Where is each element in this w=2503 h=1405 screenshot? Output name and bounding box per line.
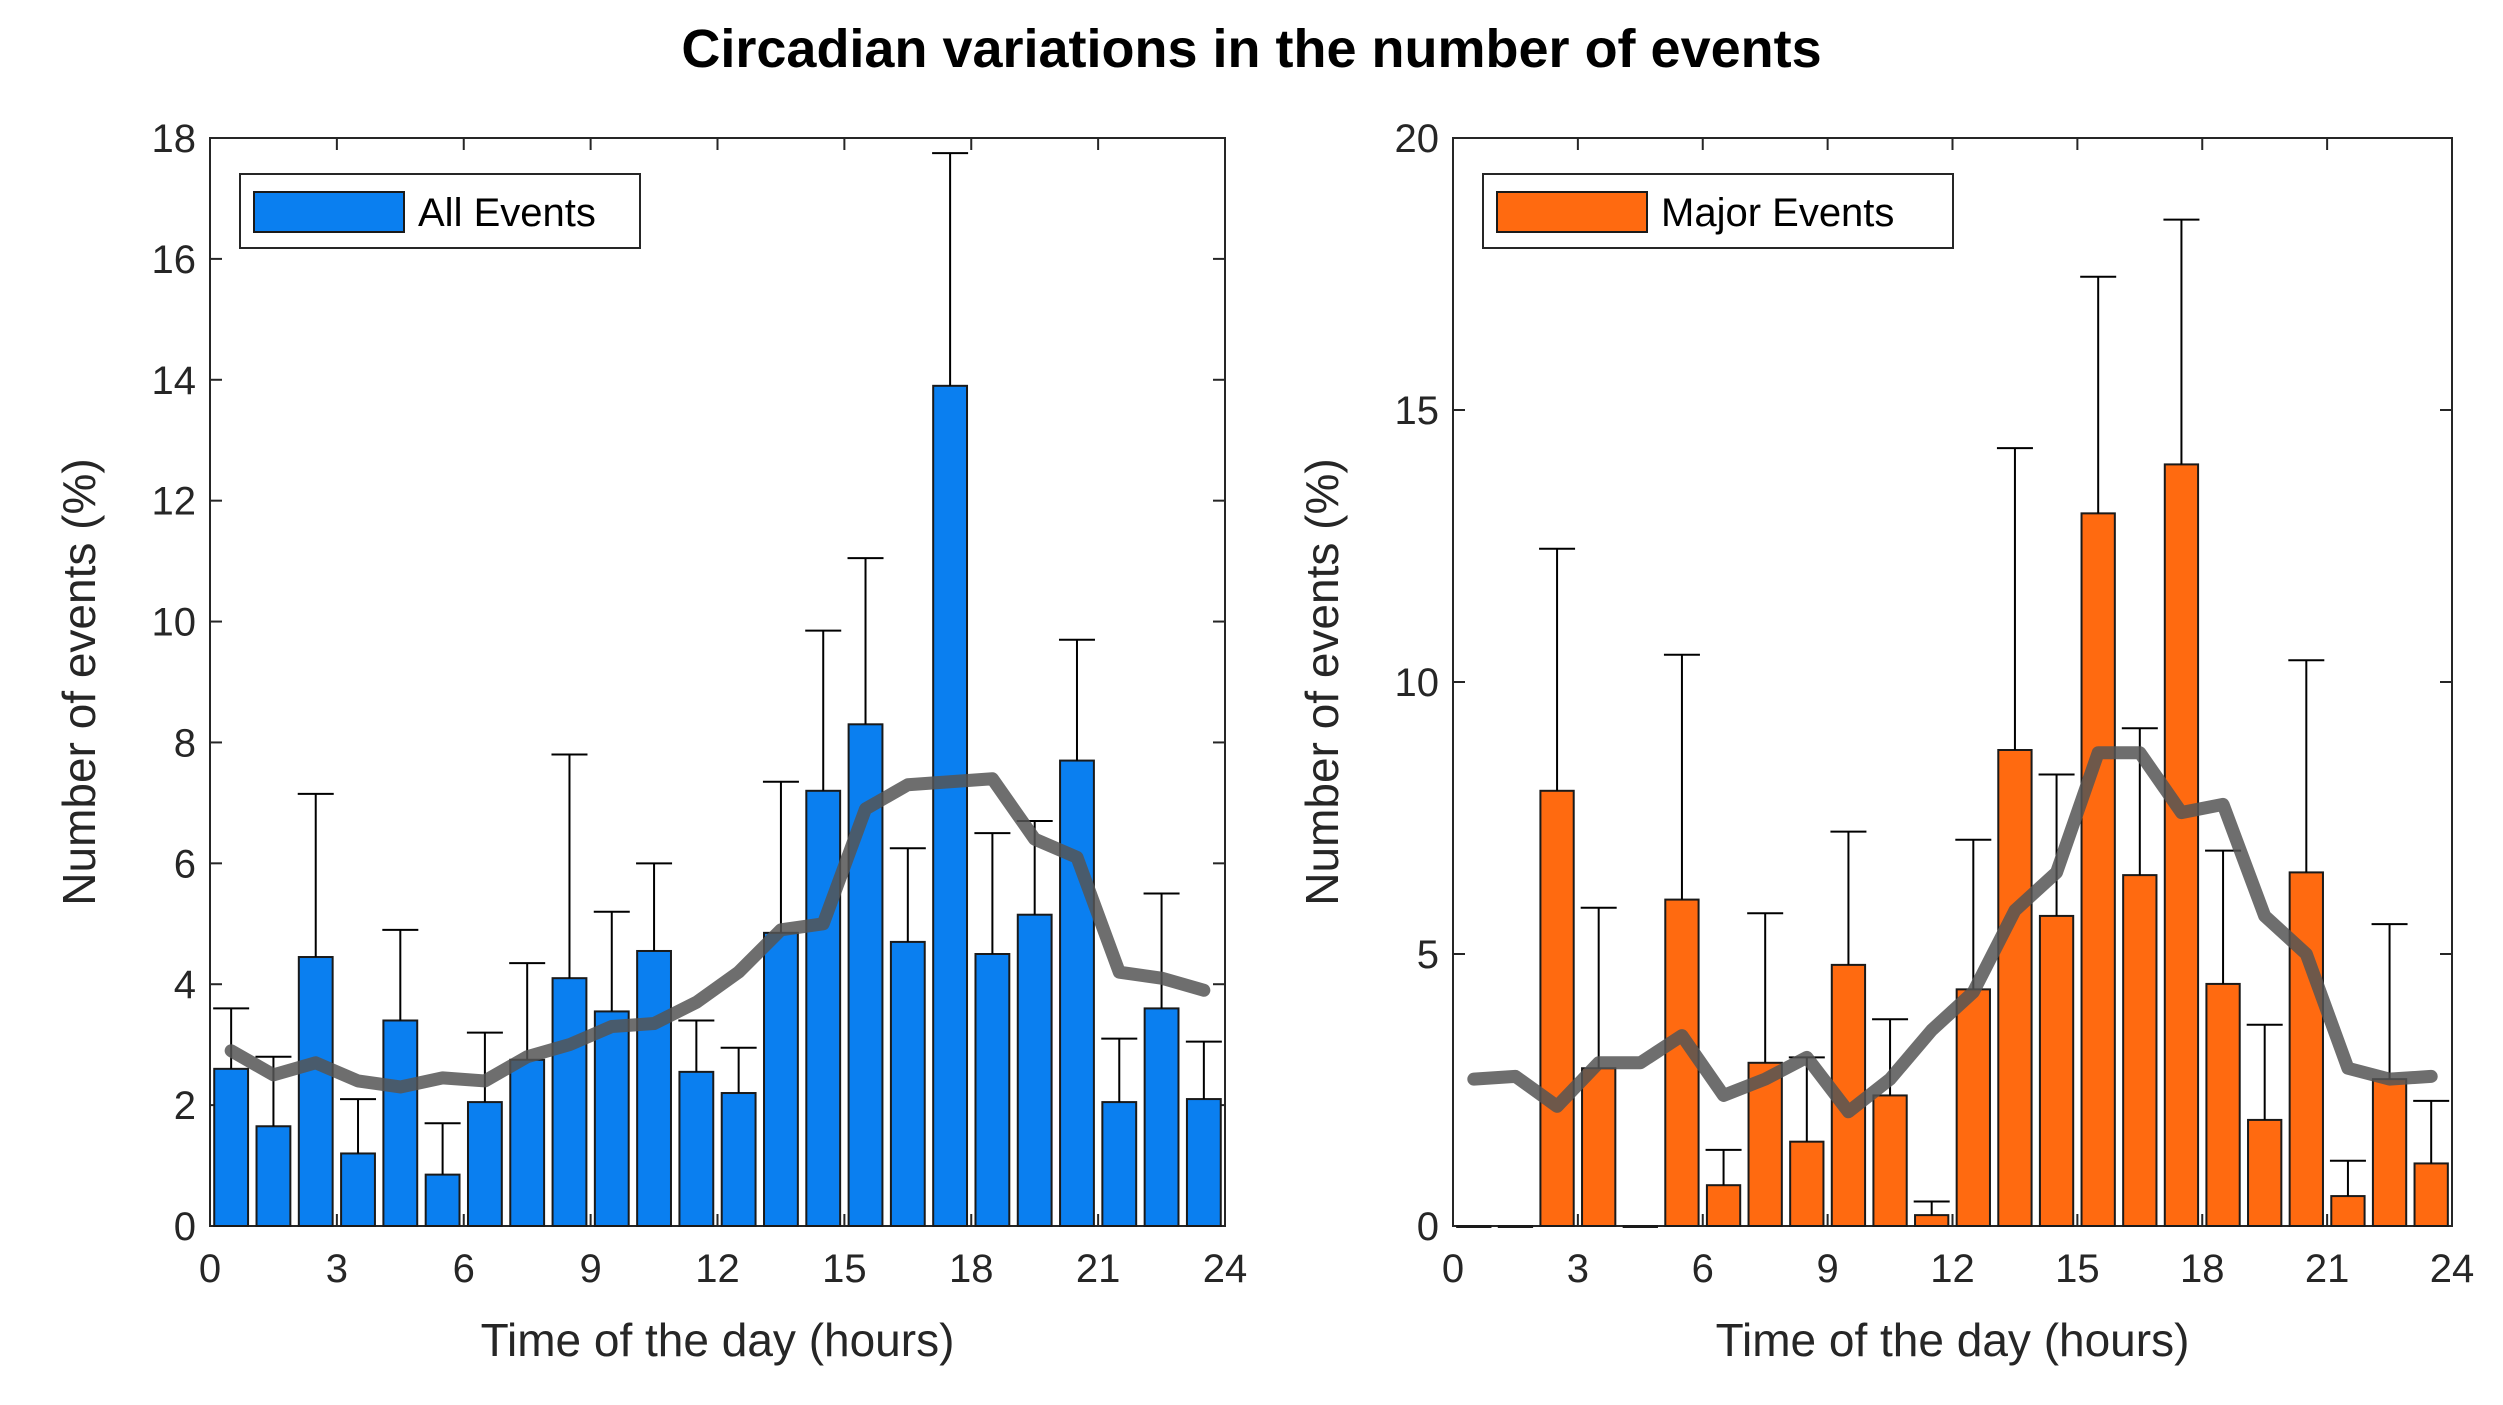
bar bbox=[1456, 1225, 1492, 1228]
bar bbox=[551, 977, 588, 1228]
y-tick-label: 18 bbox=[152, 117, 197, 161]
trend-line bbox=[224, 772, 1211, 1094]
y-tick-label: 14 bbox=[152, 359, 197, 403]
bar bbox=[2122, 874, 2158, 1227]
x-tick-label: 21 bbox=[1076, 1247, 1121, 1291]
bar bbox=[424, 1173, 461, 1227]
y-tick-label: 5 bbox=[1417, 933, 1439, 977]
trend-line bbox=[1467, 746, 2438, 1119]
bar bbox=[2288, 871, 2324, 1228]
y-tick-label: 6 bbox=[174, 842, 196, 886]
bar bbox=[2413, 1162, 2449, 1227]
x-axis-label: Time of the day (hours) bbox=[481, 1314, 955, 1366]
x-tick-label: 12 bbox=[1930, 1247, 1975, 1291]
x-tick-label: 0 bbox=[199, 1247, 221, 1291]
x-tick-label: 15 bbox=[2055, 1247, 2100, 1291]
bar bbox=[1789, 1140, 1825, 1228]
bar bbox=[2205, 982, 2241, 1227]
y-tick-label: 8 bbox=[174, 721, 196, 765]
bar bbox=[255, 1125, 292, 1228]
legend-swatch bbox=[1496, 191, 1648, 233]
bar bbox=[1622, 1225, 1658, 1228]
y-tick-label: 20 bbox=[1395, 117, 1440, 161]
x-tick-label: 12 bbox=[695, 1247, 740, 1291]
panel-major-events: 0 5 10 15 20 0 3 6 9 12 15 18 21 24 Time of the day (h… bbox=[1296, 117, 2474, 1366]
y-tick-label: 0 bbox=[174, 1205, 196, 1249]
x-tick-label: 24 bbox=[2430, 1247, 2475, 1291]
legend-swatch bbox=[253, 191, 405, 233]
x-tick-label: 6 bbox=[453, 1247, 475, 1291]
x-tick-label: 24 bbox=[1203, 1247, 1248, 1291]
y-tick-label: 10 bbox=[1395, 661, 1440, 705]
bar bbox=[340, 1152, 376, 1228]
y-axis-label: Number of events (%) bbox=[1296, 458, 1348, 905]
bar bbox=[1185, 1098, 1222, 1227]
bar bbox=[2247, 1118, 2283, 1228]
bar bbox=[2371, 1078, 2408, 1227]
x-tick-label: 9 bbox=[580, 1247, 602, 1291]
y-tick-label: 2 bbox=[174, 1084, 196, 1128]
bar bbox=[2080, 512, 2116, 1227]
bar bbox=[678, 1070, 715, 1228]
legend-label: All Events bbox=[418, 191, 596, 235]
bar bbox=[509, 1058, 546, 1228]
bar bbox=[1497, 1225, 1534, 1228]
bar bbox=[1016, 913, 1053, 1227]
x-tick-label: 21 bbox=[2305, 1247, 2350, 1291]
y-tick-label: 15 bbox=[1395, 389, 1440, 433]
bar bbox=[720, 1092, 757, 1227]
y-tick-label: 10 bbox=[152, 601, 197, 645]
bar bbox=[974, 953, 1011, 1227]
bar bbox=[2330, 1195, 2366, 1227]
x-tick-label: 0 bbox=[1442, 1247, 1464, 1291]
bar bbox=[1101, 1101, 1138, 1227]
y-tick-label: 0 bbox=[1417, 1205, 1439, 1249]
x-tick-label: 18 bbox=[2180, 1247, 2225, 1291]
x-tick-label: 18 bbox=[949, 1247, 994, 1291]
bar bbox=[889, 940, 926, 1228]
y-tick-label: 16 bbox=[152, 238, 197, 282]
x-tick-label: 3 bbox=[1567, 1247, 1589, 1291]
y-tick-label: 4 bbox=[174, 963, 196, 1007]
bar bbox=[1872, 1094, 1908, 1227]
x-tick-label: 15 bbox=[822, 1247, 867, 1291]
bar bbox=[932, 384, 969, 1228]
bar bbox=[593, 1010, 630, 1228]
bar bbox=[1914, 1214, 1950, 1227]
bar bbox=[1143, 1007, 1180, 1228]
bar bbox=[1955, 988, 1991, 1227]
x-axis-label: Time of the day (hours) bbox=[1716, 1314, 2190, 1366]
x-tick-label: 9 bbox=[1817, 1247, 1839, 1291]
bar bbox=[2038, 914, 2075, 1227]
bar bbox=[1997, 749, 2033, 1227]
x-tick-label: 6 bbox=[1692, 1247, 1714, 1291]
y-tick-label: 12 bbox=[152, 480, 197, 524]
bar bbox=[805, 789, 842, 1227]
bar bbox=[382, 1019, 419, 1227]
bar bbox=[466, 1101, 503, 1227]
bar bbox=[297, 956, 334, 1227]
bar bbox=[636, 949, 672, 1227]
x-tick-label: 3 bbox=[326, 1247, 348, 1291]
bar bbox=[1059, 759, 1095, 1227]
bar bbox=[2163, 463, 2200, 1227]
bar bbox=[763, 931, 799, 1227]
y-axis-label: Number of events (%) bbox=[53, 458, 105, 905]
chart-title: Circadian variations in the number of ev… bbox=[681, 19, 1822, 79]
bar bbox=[1705, 1184, 1742, 1227]
bar bbox=[1539, 789, 1575, 1227]
legend-label: Major Events bbox=[1661, 191, 1894, 235]
bar bbox=[1581, 1067, 1617, 1227]
bar bbox=[213, 1067, 250, 1228]
